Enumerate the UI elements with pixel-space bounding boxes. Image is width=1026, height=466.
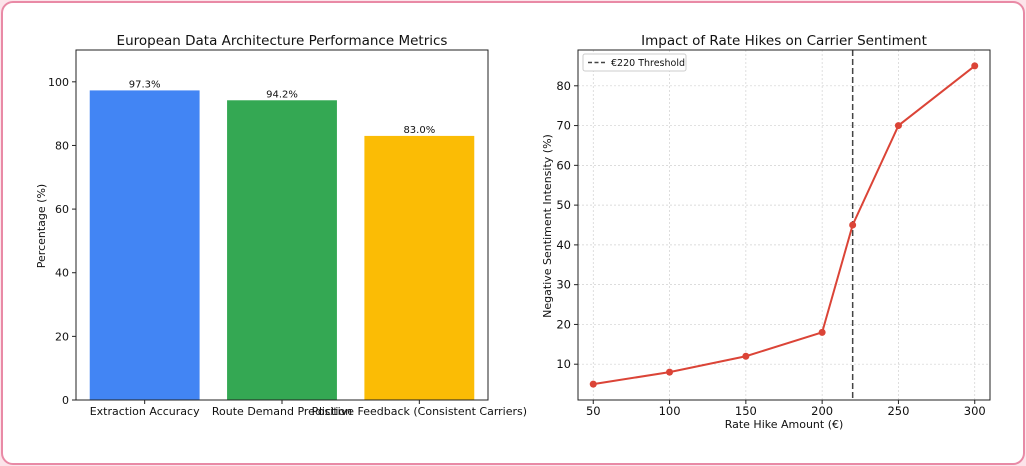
- y-tick-label: 0: [62, 394, 69, 407]
- x-tick-label: 200: [811, 404, 833, 418]
- line-chart-plot-area: [577, 49, 991, 401]
- data-point: [849, 221, 857, 229]
- bar-chart: European Data Architecture Performance M…: [35, 33, 527, 418]
- x-tick-label: 150: [735, 404, 757, 418]
- legend: €220 Threshold: [582, 53, 687, 72]
- bar-data-label: 83.0%: [403, 125, 435, 136]
- data-point: [742, 352, 750, 360]
- bar: [227, 100, 337, 400]
- line-chart: Impact of Rate Hikes on Carrier Sentimen…: [541, 33, 991, 431]
- x-tick-label: 300: [964, 404, 986, 418]
- data-point: [818, 328, 826, 336]
- x-tick-label: 100: [659, 404, 681, 418]
- bar: [364, 135, 475, 400]
- y-tick-label: 40: [55, 267, 69, 280]
- y-tick-label: 80: [556, 79, 571, 93]
- y-tick-label: 20: [55, 330, 69, 343]
- x-tick-label: 250: [887, 404, 909, 418]
- bar-data-label: 97.3%: [129, 79, 161, 90]
- data-point: [589, 380, 597, 388]
- y-tick-label: 80: [55, 139, 69, 152]
- bar-chart-plot-area: [75, 49, 489, 401]
- data-point: [894, 122, 902, 130]
- line-chart-ylabel: Negative Sentiment Intensity (%): [541, 134, 554, 318]
- series-line: [593, 65, 976, 386]
- y-tick-label: 20: [556, 317, 571, 331]
- y-tick-label: 10: [556, 357, 571, 371]
- x-tick-label: 50: [586, 404, 601, 418]
- data-point: [666, 368, 674, 376]
- legend-label: €220 Threshold: [611, 58, 685, 69]
- line-chart-xlabel: Rate Hike Amount (€): [725, 418, 844, 431]
- y-tick-label: 50: [556, 198, 571, 212]
- bar-data-label: 94.2%: [266, 89, 298, 100]
- x-tick-label: Extraction Accuracy: [90, 405, 200, 418]
- legend-box: [582, 53, 687, 72]
- y-tick-label: 70: [556, 119, 571, 133]
- y-tick-label: 40: [556, 238, 571, 252]
- data-point: [971, 62, 979, 70]
- bar: [89, 90, 200, 400]
- line-chart-title: Impact of Rate Hikes on Carrier Sentimen…: [641, 33, 927, 49]
- x-tick-label: Route Demand Prediction: [212, 405, 352, 418]
- x-tick-label: Positive Feedback (Consistent Carriers): [312, 405, 527, 418]
- y-tick-label: 60: [556, 158, 571, 172]
- bar-chart-title: European Data Architecture Performance M…: [117, 33, 448, 49]
- y-tick-label: 60: [55, 203, 69, 216]
- y-tick-label: 30: [556, 278, 571, 292]
- bar-chart-ylabel: Percentage (%): [35, 184, 48, 268]
- y-tick-label: 100: [48, 76, 69, 89]
